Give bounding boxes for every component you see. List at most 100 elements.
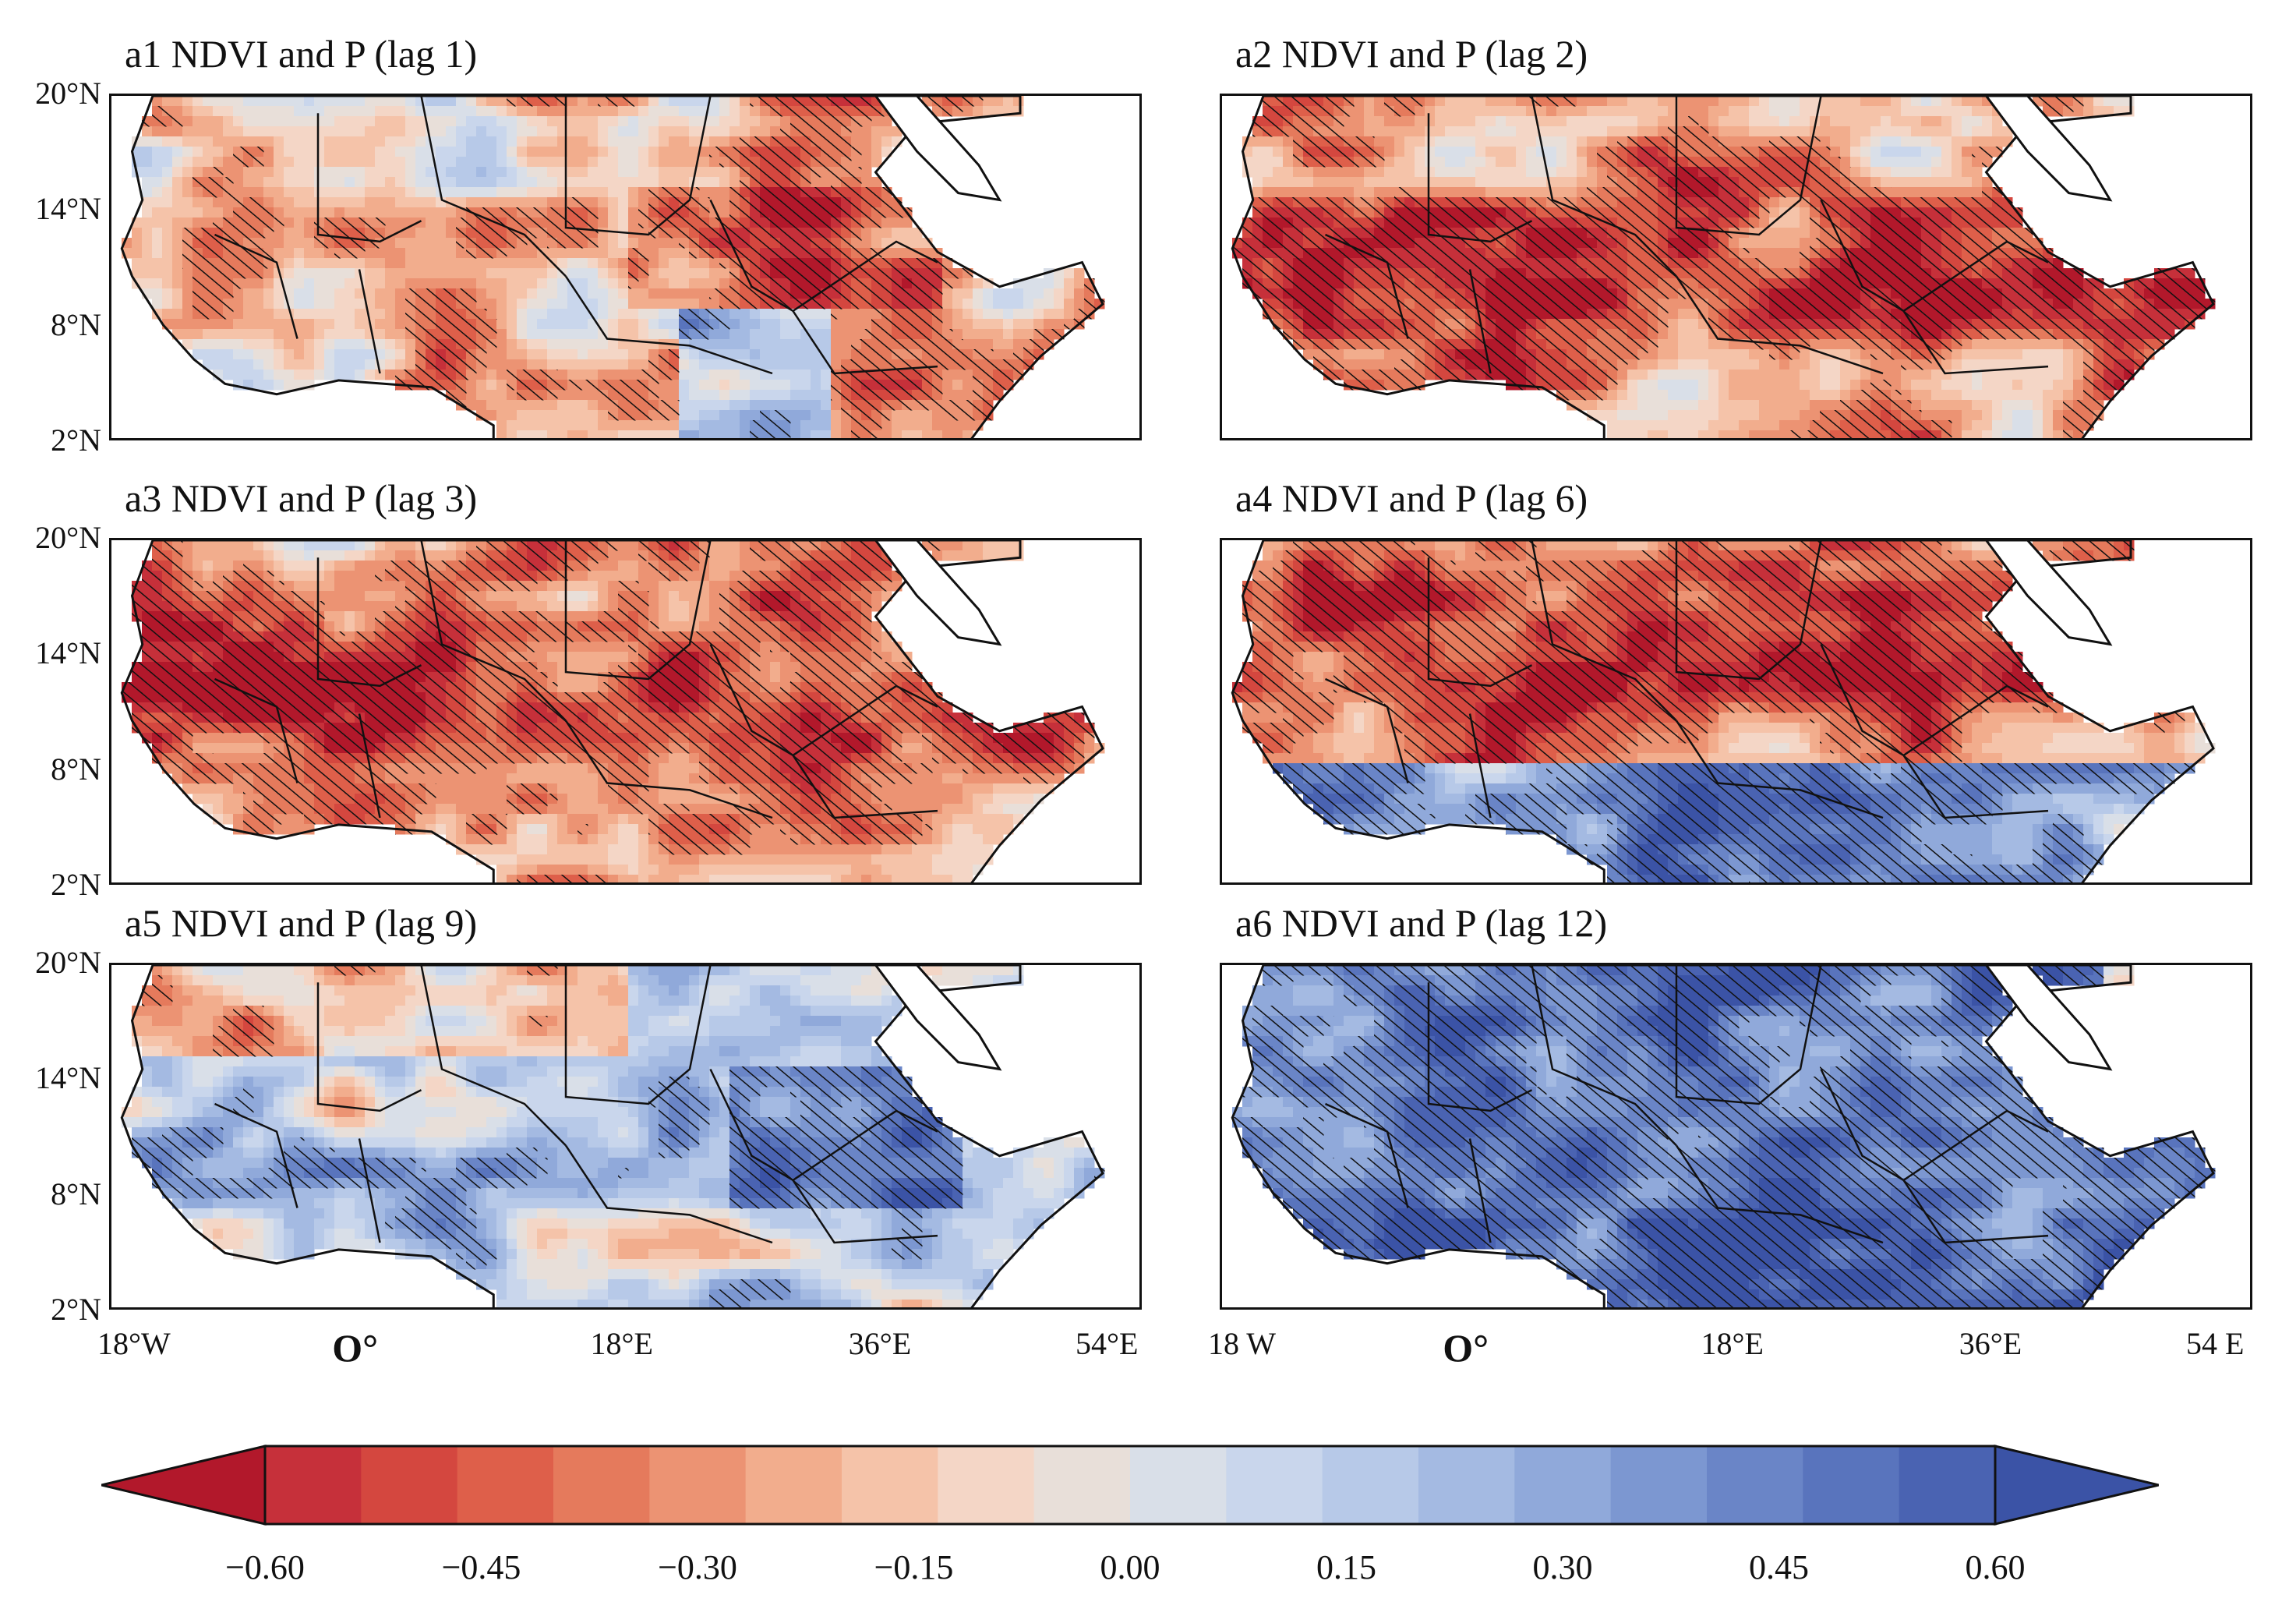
country-border <box>420 965 567 1147</box>
country-border <box>564 1144 773 1244</box>
country-border <box>1468 713 1492 819</box>
lat-tick-label: 8°N <box>16 306 101 343</box>
correlation-map-a6 <box>1231 965 2216 1307</box>
colorbar-tick-label: 0.45 <box>1749 1547 1809 1587</box>
country-border <box>854 684 938 715</box>
correlation-map-a5 <box>120 965 1105 1307</box>
coastline <box>120 540 1104 882</box>
significance-hatching <box>122 540 1095 882</box>
country-border <box>854 1109 938 1140</box>
country-border <box>564 96 712 236</box>
country-border <box>1531 540 1677 722</box>
map-panel-a2 <box>1220 94 2252 440</box>
country-border <box>1675 720 1884 819</box>
country-border <box>1965 240 2049 271</box>
panel-title-a5: a5 NDVI and P (lag 9) <box>125 900 477 946</box>
red-sea <box>874 540 1002 646</box>
lat-tick-label: 2°N <box>16 1291 101 1328</box>
country-border <box>1820 1068 1966 1182</box>
colorbar-segment <box>938 1446 1035 1524</box>
country-border <box>1468 1138 1492 1243</box>
panel-title-a3: a3 NDVI and P (lag 3) <box>125 476 477 521</box>
country-border <box>1902 1179 2049 1244</box>
country-border <box>358 269 381 374</box>
significance-hatching <box>142 96 1105 438</box>
country-border <box>564 965 712 1105</box>
colorbar-segment <box>1514 1446 1612 1524</box>
colorbar <box>101 1434 2160 1536</box>
coastline <box>1231 965 2215 1307</box>
country-border <box>316 113 422 243</box>
country-border <box>792 1179 938 1244</box>
correlation-map-a4 <box>1231 540 2216 882</box>
country-border <box>214 677 298 783</box>
country-border <box>1324 677 1409 783</box>
significance-hatching <box>132 965 1105 1307</box>
red-sea <box>1984 540 2113 646</box>
country-border <box>1324 1102 1409 1208</box>
lat-tick-label: 14°N <box>16 1059 101 1096</box>
colorbar-tick-label: 0.30 <box>1533 1547 1593 1587</box>
red-sea <box>874 96 1002 202</box>
colorbar-outline <box>263 1445 1997 1526</box>
lat-tick-label: 8°N <box>16 751 101 787</box>
colorbar-segment <box>457 1446 554 1524</box>
country-border <box>564 540 712 681</box>
country-border <box>358 713 381 819</box>
country-border <box>564 720 773 819</box>
coastline <box>1231 540 2215 882</box>
country-border <box>1427 113 1533 243</box>
lon-tick-label: O° <box>332 1325 378 1370</box>
colorbar-min-extension <box>101 1445 267 1526</box>
country-border <box>792 310 938 375</box>
lat-tick-label: 2°N <box>16 866 101 903</box>
country-border <box>214 233 298 339</box>
lat-tick-label: 20°N <box>16 519 101 556</box>
lon-tick-label: 18°E <box>1701 1325 1764 1362</box>
country-border <box>709 199 856 313</box>
country-border <box>1902 310 2049 375</box>
country-border <box>1820 199 1966 313</box>
colorbar-tick-label: 0.60 <box>1966 1547 2026 1587</box>
lat-tick-label: 2°N <box>16 422 101 458</box>
colorbar-segment <box>1226 1446 1323 1524</box>
country-border <box>420 96 567 278</box>
red-sea <box>1984 96 2113 202</box>
country-border <box>1468 269 1492 374</box>
country-border <box>214 1102 298 1208</box>
lon-tick-label: 18 W <box>1208 1325 1276 1362</box>
lat-tick-label: 20°N <box>16 944 101 981</box>
country-border <box>316 982 422 1112</box>
colorbar-tick-label: 0.15 <box>1316 1547 1376 1587</box>
colorbar-tick-label: 0.00 <box>1100 1547 1160 1587</box>
panel-title-a6: a6 NDVI and P (lag 12) <box>1235 900 1607 946</box>
country-border <box>1675 96 1822 236</box>
colorbar-segment <box>745 1446 842 1524</box>
colorbar-tick-label: −0.60 <box>225 1547 305 1587</box>
colorbar-segment <box>1610 1446 1708 1524</box>
country-border <box>1427 557 1533 688</box>
panel-title-a4: a4 NDVI and P (lag 6) <box>1235 476 1588 521</box>
correlation-map-a2 <box>1231 96 2216 438</box>
map-panel-a4 <box>1220 538 2252 885</box>
lat-tick-label: 8°N <box>16 1176 101 1212</box>
colorbar-max-extension <box>1994 1445 2160 1526</box>
country-border <box>1675 540 1822 681</box>
country-border <box>1324 233 1409 339</box>
colorbar-segment <box>361 1446 458 1524</box>
colorbar-segment <box>1418 1446 1515 1524</box>
correlation-map-a3 <box>120 540 1105 882</box>
lon-tick-label: 36°E <box>849 1325 911 1362</box>
coastline <box>1231 96 2215 438</box>
lon-tick-label: 54 E <box>2186 1325 2244 1362</box>
country-border <box>1820 643 1966 757</box>
colorbar-tick-label: −0.45 <box>442 1547 521 1587</box>
map-panel-a3 <box>109 538 1142 885</box>
map-panel-a1 <box>109 94 1142 440</box>
red-sea <box>874 965 1002 1071</box>
colorbar-segment <box>1899 1446 1996 1524</box>
colorbar-segment <box>842 1446 938 1524</box>
country-border <box>709 1068 856 1182</box>
country-border <box>564 275 773 375</box>
colorbar-segment <box>649 1446 747 1524</box>
